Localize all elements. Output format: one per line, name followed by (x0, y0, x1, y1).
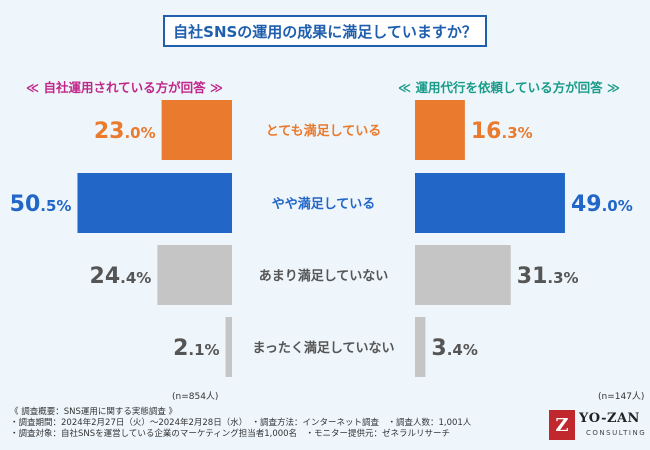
logo-text: YO-ZAN (579, 411, 640, 426)
left-value-label-4: 2.1% (173, 336, 219, 361)
right-value-label-3: 31.3% (517, 264, 579, 289)
left-bar-1 (161, 100, 232, 160)
footer-survey-period: ・調査期間：2024年2月27日（火）〜2024年2月28日（水） ・調査方法：… (10, 418, 472, 428)
left-bar-3 (157, 245, 232, 305)
right-value-label-4: 3.4% (431, 336, 477, 361)
right-group-header: ≪ 運用代行を依頼している方が回答 ≫ (398, 80, 621, 95)
left-bar-2 (77, 173, 232, 233)
left-value-label-3: 24.4% (90, 264, 152, 289)
footer-survey-overview: 《 調査概要：SNS運用に関する実態調査 》 (10, 407, 178, 417)
right-value-label-1: 16.3% (471, 119, 533, 144)
left-value-label-1: 23.0% (94, 119, 156, 144)
right-bar-3 (415, 245, 511, 305)
logo-subtext: CONSULTING (586, 429, 647, 437)
left-sample-size: (n=854人) (172, 392, 219, 402)
company-logo: Z YO-ZAN CONSULTING (549, 410, 647, 444)
right-bar-2 (415, 173, 565, 233)
chart-title: 自社SNSの運用の成果に満足していますか？ (163, 15, 487, 47)
right-value-label-2: 49.0% (571, 192, 633, 217)
category-label-3: あまり満足していない (259, 268, 389, 284)
category-label-2: やや満足している (272, 196, 376, 212)
right-bar-4 (415, 317, 426, 377)
right-bar-1 (415, 100, 465, 160)
category-label-1: とても満足している (266, 123, 382, 139)
left-value-label-2: 50.5% (10, 192, 72, 217)
left-bar-4 (225, 317, 232, 377)
left-group-header: ≪ 自社運用されている方が回答 ≫ (26, 80, 224, 95)
logo-mark-icon: Z (549, 410, 575, 440)
footer-survey-target: ・調査対象：自社SNSを運営している企業のマーケティング担当者1,000名 ・モ… (10, 429, 451, 439)
right-sample-size: (n=147人) (598, 392, 645, 402)
category-label-4: まったく満足していない (252, 340, 394, 356)
